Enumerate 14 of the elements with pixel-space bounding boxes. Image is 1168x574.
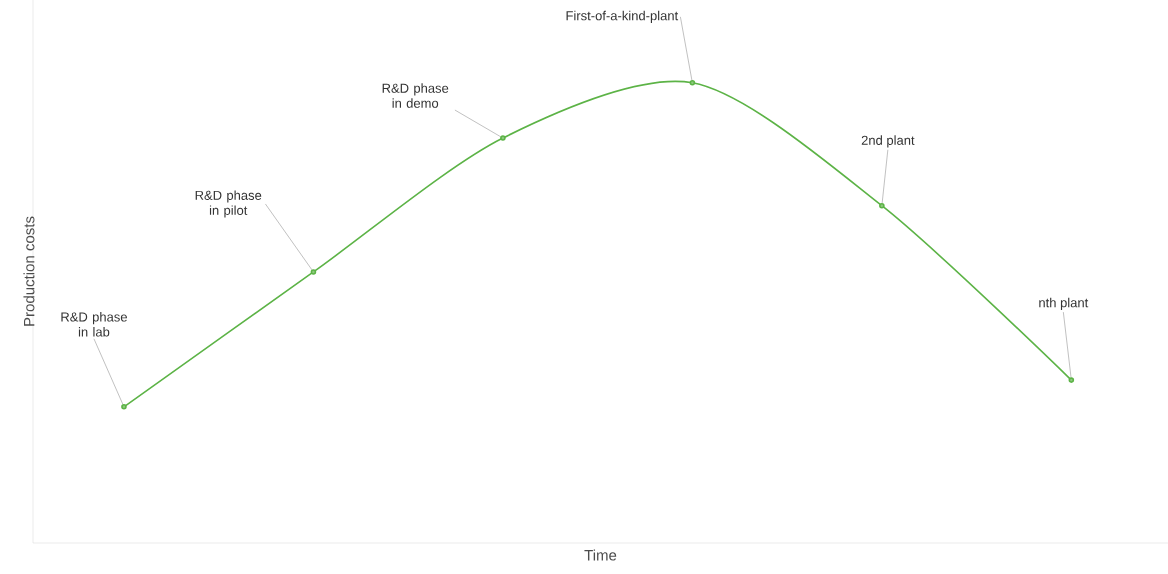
annotation: R&D phase in demo: [382, 83, 449, 108]
point: [1068, 377, 1075, 383]
annotation: R&D phase in pilot: [195, 190, 262, 218]
annotation: R&D phase in lab: [61, 312, 127, 337]
annotation: 2nd plant: [861, 135, 915, 148]
point: [500, 135, 506, 141]
y-axis-title: Production costs: [23, 216, 35, 326]
point: [121, 403, 127, 410]
text: First-of-a-kind-plant: [566, 10, 679, 23]
point: [310, 269, 317, 275]
point: [879, 202, 885, 209]
annotation: nth plant: [1039, 297, 1089, 310]
x-axis-title: Time: [584, 549, 617, 561]
point: [689, 80, 696, 86]
